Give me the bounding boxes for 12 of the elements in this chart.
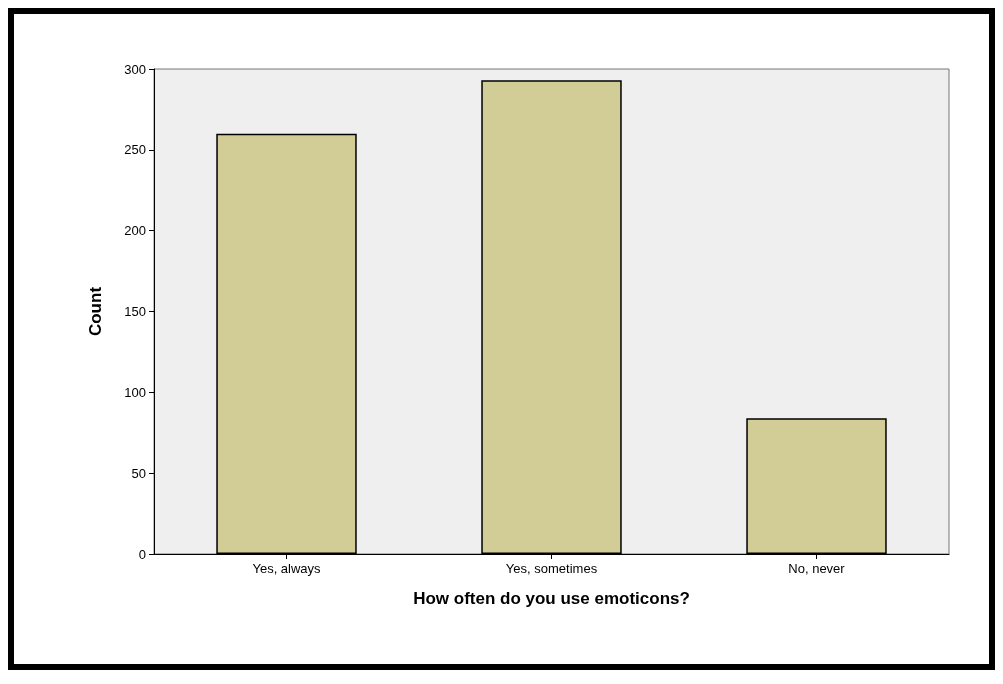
y-tick-label: 150 [124, 304, 146, 319]
y-tick-label: 250 [124, 142, 146, 158]
x-tick-label: Yes, sometimes [505, 561, 598, 576]
y-tick-label: 50 [131, 465, 146, 481]
y-tick-label: 300 [124, 61, 146, 77]
x-tick-label: No, never [788, 561, 846, 576]
y-tick-label: 100 [124, 384, 146, 400]
x-axis-title: How often do you use emoticons? [413, 589, 690, 608]
y-axis-title: Count [86, 286, 105, 337]
y-tick-label: 0 [138, 546, 146, 562]
x-tick-label: Yes, always [252, 561, 322, 576]
y-tick-label: 200 [124, 223, 146, 239]
